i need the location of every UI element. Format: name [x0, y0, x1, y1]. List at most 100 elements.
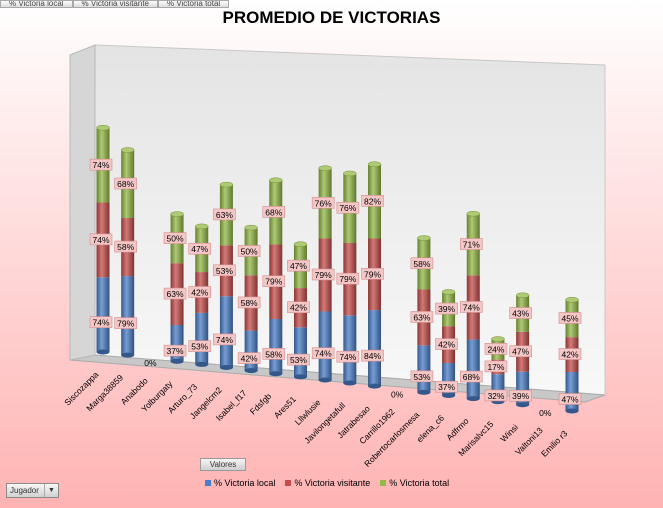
data-label-box	[163, 287, 187, 300]
jugador-filter-button[interactable]: Jugador ▼	[6, 483, 59, 498]
data-label: 68%	[265, 207, 282, 217]
data-label-box	[410, 311, 434, 323]
data-label: 39%	[438, 304, 455, 314]
bar-base-cap	[343, 380, 357, 386]
values-field-button[interactable]: Valores	[200, 458, 246, 471]
data-label-box	[459, 370, 483, 383]
data-label: 63%	[167, 289, 184, 299]
field-button-total[interactable]: % Victoria total	[157, 0, 230, 8]
data-label-box	[311, 197, 335, 209]
legend-label-local: % Victoria local	[214, 478, 276, 488]
legend: % Victoria local % Victoria visitante % …	[205, 478, 449, 488]
bar-base-cap	[516, 402, 530, 408]
data-label-box	[114, 177, 137, 190]
data-label-box	[435, 302, 458, 315]
data-label-box	[213, 208, 236, 221]
data-label-box	[262, 206, 286, 218]
data-label: 37%	[167, 346, 184, 356]
data-label-box	[558, 348, 582, 360]
field-button-visitante[interactable]: % Victoria visitante	[72, 0, 158, 8]
dropdown-arrow-icon[interactable]: ▼	[44, 484, 58, 497]
bar-local	[244, 330, 258, 371]
bar-local	[96, 277, 110, 352]
bar-top-cap	[565, 297, 579, 303]
data-label: 74%	[92, 318, 109, 328]
data-label: 47%	[290, 261, 307, 271]
data-label: 37%	[438, 382, 455, 392]
data-label-box	[558, 312, 582, 324]
bar-local	[269, 319, 283, 374]
data-label-box	[410, 257, 434, 270]
data-label-box	[435, 338, 458, 350]
bar-top-cap	[491, 336, 505, 342]
bar-local	[368, 310, 382, 387]
data-label: 42%	[438, 340, 455, 350]
data-label: 50%	[241, 246, 258, 256]
data-label-box	[287, 353, 310, 366]
bar-top-cap	[96, 125, 110, 131]
data-label-box	[114, 240, 137, 253]
category-label: Adfrmo	[444, 416, 471, 443]
data-label: 74%	[92, 235, 109, 245]
data-label-box	[361, 349, 384, 362]
data-label: 0%	[391, 389, 404, 399]
data-label: 42%	[241, 354, 258, 364]
bar-local	[121, 276, 135, 356]
bar-base-cap	[442, 392, 456, 398]
bar-base-cap	[269, 371, 283, 377]
category-label: Fdsfgb	[248, 391, 274, 417]
data-label-box	[336, 201, 360, 214]
data-label: 42%	[191, 287, 208, 297]
legend-label-total: % Victoria total	[389, 478, 450, 488]
bar-base-cap	[121, 352, 135, 358]
data-label-box	[410, 370, 434, 383]
field-button-local[interactable]: % Victoria local	[0, 0, 73, 8]
category-label: Winsi	[498, 422, 520, 444]
data-label: 74%	[315, 349, 332, 359]
data-label-box	[114, 317, 137, 329]
data-label-box	[509, 307, 532, 319]
data-label-box	[213, 264, 236, 277]
bar-local	[565, 371, 579, 411]
data-label-box	[484, 343, 508, 355]
bar-base-cap	[195, 361, 209, 367]
bar-base-cap	[318, 377, 332, 383]
bar-base-cap	[417, 389, 431, 395]
data-label-box	[213, 333, 236, 346]
data-label-box	[89, 158, 113, 171]
bar-base-cap	[170, 358, 184, 364]
bar-top-cap	[120, 147, 135, 153]
bar-top-cap	[343, 170, 357, 177]
data-label: 68%	[463, 372, 480, 382]
bar-top-cap	[269, 177, 283, 184]
legend-swatch-visitante	[285, 480, 292, 486]
data-label-box	[237, 245, 261, 257]
data-label-box	[287, 301, 310, 314]
bar-local	[466, 339, 480, 399]
data-label: 53%	[290, 355, 307, 365]
data-label-box	[558, 393, 582, 405]
data-label-box	[188, 286, 212, 298]
legend-item-total: % Victoria total	[380, 478, 449, 488]
data-label: 0%	[539, 408, 552, 418]
side-wall	[69, 44, 96, 361]
data-label-box	[484, 360, 508, 373]
bar-top-cap	[244, 224, 258, 231]
legend-item-visitante: % Victoria visitante	[285, 478, 370, 488]
data-label: 24%	[487, 344, 504, 354]
data-label: 68%	[117, 179, 134, 189]
data-label-box	[89, 316, 113, 328]
data-label: 47%	[512, 347, 529, 357]
legend-item-local: % Victoria local	[205, 478, 275, 488]
data-label: 45%	[561, 313, 578, 323]
data-label-box	[287, 259, 310, 272]
bar-top-cap	[170, 211, 184, 217]
jugador-filter-label: Jugador	[10, 486, 39, 495]
data-label: 84%	[364, 351, 381, 361]
data-label: 47%	[561, 394, 578, 404]
data-label-box	[361, 267, 384, 280]
bar-local	[195, 312, 209, 365]
data-label-box	[311, 347, 335, 360]
data-label: 43%	[512, 309, 529, 319]
